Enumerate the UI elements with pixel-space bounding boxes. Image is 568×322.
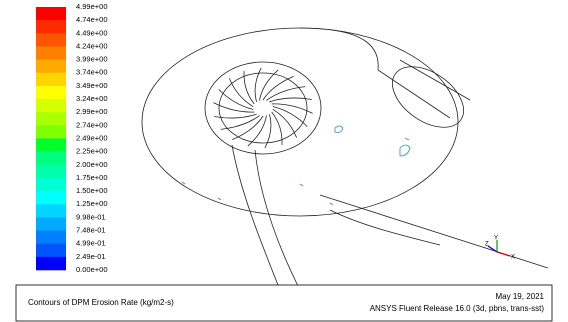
colorbar-swatch [36, 191, 66, 204]
colorbar-swatch [36, 139, 66, 152]
colorbar-label: 4.99e+00 [76, 2, 108, 11]
colorbar-swatch [36, 73, 66, 86]
colorbar-label: 3.74e+00 [76, 68, 108, 77]
colorbar-swatch [36, 125, 66, 138]
colorbar-swatch [36, 165, 66, 178]
screenshot: Y Z X Contours of DPM Erosion Rate (kg/m… [0, 0, 568, 322]
colorbar-label: 7.48e-01 [76, 226, 106, 235]
colorbar-swatch [36, 152, 66, 165]
colorbar-swatch [36, 99, 66, 112]
colorbar-swatch [36, 86, 66, 99]
colorbar-swatch [36, 178, 66, 191]
colorbar-label: 4.49e+00 [76, 28, 108, 37]
colorbar-label: 3.24e+00 [76, 94, 108, 103]
colorbar-label: 2.49e-01 [76, 252, 106, 261]
colorbar-swatch [36, 257, 66, 270]
colorbar-label: 4.74e+00 [76, 15, 108, 24]
geometry [142, 28, 548, 290]
colorbar-label: 1.50e+00 [76, 186, 108, 195]
triad-label: Z [485, 242, 489, 248]
colorbar-swatch [36, 204, 66, 217]
colorbar-label: 1.25e+00 [76, 199, 108, 208]
colorbar-swatch [36, 112, 66, 125]
colorbar-swatch [36, 60, 66, 73]
colorbar-label: 3.49e+00 [76, 81, 108, 90]
colorbar-label: 4.99e-01 [76, 239, 106, 248]
triad-label: Y [494, 236, 498, 242]
colorbar-swatch [36, 33, 66, 46]
triad-label: X [511, 255, 515, 261]
footer-title: Contours of DPM Erosion Rate (kg/m2-s) [28, 298, 174, 307]
axis-triad: Y Z X [485, 236, 515, 261]
colorbar-label: 2.25e+00 [76, 147, 108, 156]
colorbar-label: 9.98e-01 [76, 212, 106, 221]
colorbar-swatch [36, 217, 66, 230]
colorbar-swatch [36, 46, 66, 59]
colorbar-label: 2.74e+00 [76, 120, 108, 129]
colorbar-swatch [36, 20, 66, 33]
colorbar-label: 2.00e+00 [76, 160, 108, 169]
colorbar-swatch [36, 244, 66, 257]
colorbar-swatch [36, 7, 66, 20]
colorbar-label: 4.24e+00 [76, 41, 108, 50]
colorbar-label: 2.49e+00 [76, 133, 108, 142]
footer-release: ANSYS Fluent Release 16.0 (3d, pbns, tra… [370, 304, 545, 313]
colorbar-label: 2.99e+00 [76, 107, 108, 116]
colorbar-swatch [36, 231, 66, 244]
colorbar-label: 3.99e+00 [76, 55, 108, 64]
colorbar-label: 0.00e+00 [76, 265, 108, 274]
footer-date: May 19, 2021 [496, 292, 545, 301]
colorbar-label: 1.75e+00 [76, 173, 108, 182]
